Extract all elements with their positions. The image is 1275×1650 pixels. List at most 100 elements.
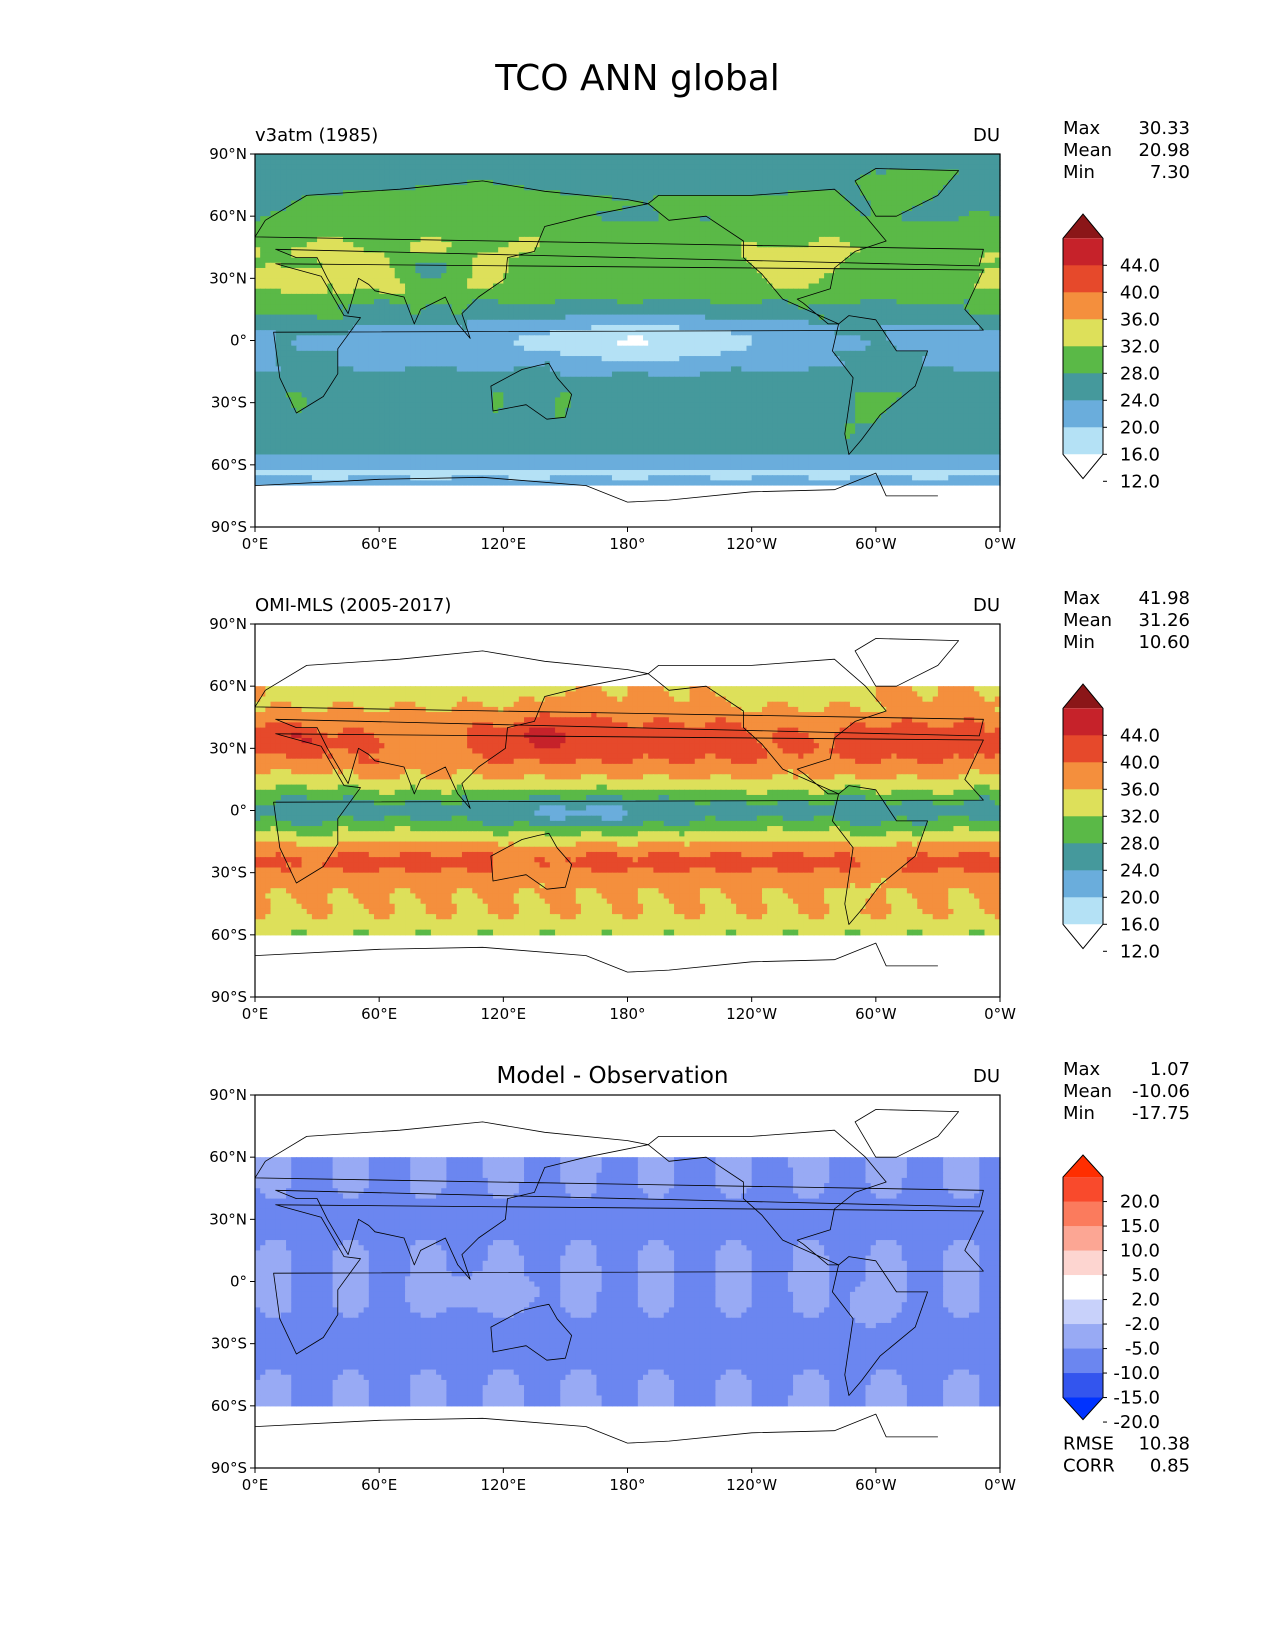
data-cell: [477, 319, 484, 326]
data-cell: [870, 288, 877, 295]
data-cell: [296, 330, 303, 336]
data-cell: [477, 288, 484, 295]
data-cell: [860, 169, 867, 176]
data-cell: [803, 174, 810, 181]
data-cell: [348, 164, 354, 171]
data-cell: [818, 262, 825, 269]
data-cell: [286, 314, 292, 321]
data-cell: [596, 205, 603, 212]
data-cell: [260, 267, 266, 274]
data-cell: [379, 185, 385, 191]
data-cell: [327, 330, 334, 336]
data-cell: [580, 299, 587, 305]
data-cell: [715, 288, 722, 295]
data-cell: [886, 210, 892, 217]
data-cell: [332, 242, 339, 248]
data-cell: [586, 159, 592, 165]
data-cell: [875, 216, 882, 222]
data-cell: [627, 252, 634, 259]
data-cell: [317, 242, 323, 248]
data-cell: [482, 299, 489, 305]
data-cell: [912, 164, 918, 171]
data-cell: [524, 267, 530, 274]
data-cell: [674, 205, 680, 212]
data-cell: [580, 273, 587, 279]
data-cell: [384, 257, 391, 264]
data-cell: [751, 159, 758, 165]
data-cell: [798, 179, 804, 186]
data-cell: [824, 174, 830, 181]
data-cell: [580, 319, 587, 326]
data-cell: [648, 252, 654, 259]
data-cell: [348, 154, 354, 160]
data-cell: [891, 185, 898, 191]
data-cell: [332, 324, 339, 331]
data-cell: [824, 231, 830, 238]
data-cell: [746, 299, 753, 305]
data-cell: [756, 309, 763, 316]
data-cell: [306, 257, 313, 264]
data-cell: [881, 267, 887, 274]
data-cell: [798, 324, 804, 331]
data-cell: [694, 195, 701, 202]
data-cell: [906, 247, 913, 254]
data-cell: [989, 164, 996, 171]
data-cell: [596, 257, 603, 264]
data-cell: [710, 319, 717, 326]
data-cell: [705, 257, 711, 264]
data-cell: [410, 190, 416, 197]
data-cell: [606, 221, 613, 228]
data-cell: [906, 205, 913, 212]
data-cell: [373, 216, 380, 222]
data-cell: [699, 159, 706, 165]
data-cell: [984, 210, 991, 217]
data-cell: [456, 304, 463, 311]
data-cell: [591, 324, 598, 331]
data-cell: [844, 226, 851, 233]
data-cell: [611, 283, 618, 290]
data-cell: [787, 283, 794, 290]
data-cell: [596, 319, 603, 326]
data-cell: [425, 226, 432, 233]
data-cell: [384, 174, 391, 181]
data-cell: [803, 273, 810, 279]
data-cell: [803, 314, 810, 321]
data-cell: [622, 154, 629, 160]
data-cell: [637, 226, 644, 233]
data-cell: [270, 185, 277, 191]
data-cell: [658, 195, 665, 202]
data-cell: [260, 195, 266, 202]
data-cell: [937, 159, 944, 165]
data-cell: [394, 304, 401, 311]
data-cell: [622, 267, 629, 274]
data-cell: [643, 221, 649, 228]
data-cell: [767, 252, 773, 259]
data-cell: [818, 236, 825, 243]
data-cell: [467, 221, 473, 228]
data-cell: [322, 185, 329, 191]
data-cell: [415, 169, 422, 176]
data-cell: [337, 262, 344, 269]
data-cell: [394, 273, 401, 279]
data-cell: [751, 273, 758, 279]
data-cell: [906, 179, 913, 186]
data-cell: [322, 319, 329, 326]
data-cell: [451, 205, 458, 212]
data-cell: [772, 278, 779, 285]
data-cell: [373, 293, 380, 300]
data-cell: [694, 314, 701, 321]
data-cell: [518, 319, 525, 326]
data-cell: [762, 236, 768, 243]
data-cell: [348, 293, 354, 300]
data-cell: [555, 236, 561, 243]
data-cell: [844, 242, 851, 248]
data-cell: [932, 273, 939, 279]
data-cell: [777, 267, 784, 274]
data-cell: [508, 242, 515, 248]
data-cell: [389, 164, 396, 171]
data-cell: [865, 164, 872, 171]
data-cell: [927, 278, 934, 285]
data-cell: [818, 299, 825, 305]
data-cell: [922, 262, 929, 269]
data-cell: [643, 252, 649, 259]
